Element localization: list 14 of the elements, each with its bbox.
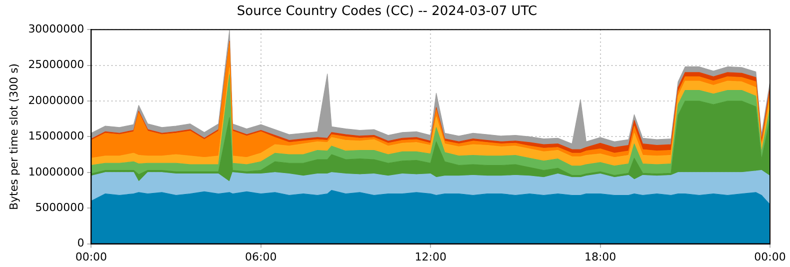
y-tick-label: 0 [77, 236, 84, 250]
y-tick-label: 25000000 [28, 58, 84, 72]
y-tick-label: 30000000 [28, 22, 84, 36]
y-axis-title: Bytes per time slot (300 s) [7, 63, 20, 210]
y-tick-label: 10000000 [28, 165, 84, 178]
x-tick-label: 12:00 [414, 250, 446, 264]
x-tick-label: 06:00 [245, 250, 277, 264]
y-tick-label: 20000000 [28, 94, 84, 107]
x-tick-label: 18:00 [584, 250, 616, 264]
chart-title: Source Country Codes (CC) -- 2024-03-07 UTC [236, 4, 538, 20]
y-tick-label: 15000000 [28, 130, 84, 143]
x-tick-label: 00:00 [75, 250, 108, 264]
y-tick-label: 5000000 [35, 200, 84, 214]
x-tick-label: 00:00 [754, 250, 786, 264]
